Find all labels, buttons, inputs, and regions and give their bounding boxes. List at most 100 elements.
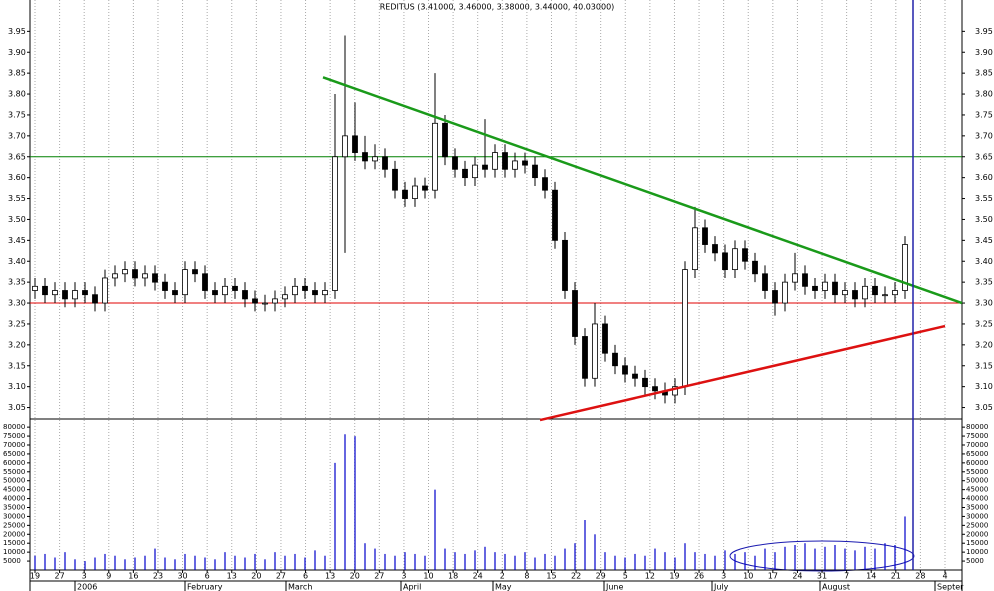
volume-tick-label: 5000 <box>966 557 984 565</box>
y-tick-label: 3.55 <box>975 194 993 203</box>
x-tick-label: 14 <box>866 572 876 581</box>
y-tick-label: 3.90 <box>8 48 26 57</box>
chart-title: REDITUS (3.41000, 3.46000, 3.38000, 3.44… <box>380 3 615 12</box>
volume-tick-label: 75000 <box>966 432 988 440</box>
candle-body <box>452 156 458 170</box>
candle-body <box>472 164 478 179</box>
candle-body <box>552 189 558 241</box>
x-tick-label: 22 <box>571 572 581 581</box>
x-tick-label: 2 <box>500 572 505 581</box>
y-tick-label: 3.65 <box>975 152 993 161</box>
y-tick-label: 3.70 <box>8 131 26 140</box>
y-tick-label: 3.45 <box>8 236 26 245</box>
candle-body <box>362 152 368 162</box>
x-tick-label: 4 <box>942 572 947 581</box>
candle-body <box>142 273 148 279</box>
y-tick-label: 3.90 <box>975 48 993 57</box>
x-tick-label: 27 <box>276 572 286 581</box>
x-tick-label: 6 <box>205 572 210 581</box>
candle-body <box>192 269 198 275</box>
x-tick-label: 16 <box>128 572 138 581</box>
candle-body <box>572 290 578 337</box>
candle-body <box>442 122 448 158</box>
candle-body <box>282 294 288 300</box>
trend-line <box>322 76 963 305</box>
x-tick-label: 3 <box>721 572 726 581</box>
month-label: August <box>822 583 850 591</box>
y-tick-label: 3.50 <box>8 215 26 224</box>
y-tick-label: 3.30 <box>8 299 26 308</box>
y-tick-label: 3.75 <box>8 110 26 119</box>
candle-body <box>372 156 378 162</box>
candle-body <box>802 273 808 287</box>
candle-body <box>32 285 38 291</box>
candle-body <box>402 189 408 199</box>
candle-body <box>842 290 848 296</box>
candle-body <box>242 290 248 300</box>
y-tick-label: 3.20 <box>975 340 993 349</box>
volume-tick-label: 70000 <box>3 441 25 449</box>
x-tick-label: 12 <box>645 572 655 581</box>
candle-body <box>832 281 838 296</box>
candle-body <box>462 168 468 179</box>
x-tick-label: 24 <box>792 572 802 581</box>
month-label: June <box>605 583 624 591</box>
candle-body <box>212 290 218 296</box>
candle-body <box>682 269 688 388</box>
month-label: May <box>495 583 512 591</box>
x-tick-label: 20 <box>350 572 360 581</box>
x-tick-label: 30 <box>177 572 187 581</box>
volume-tick-label: 45000 <box>3 486 25 494</box>
candle-body <box>292 285 298 296</box>
y-tick-label: 3.70 <box>975 131 993 140</box>
candle-body <box>582 336 588 379</box>
y-tick-label: 3.20 <box>8 340 26 349</box>
candle-body <box>112 273 118 279</box>
x-tick-label: 21 <box>891 572 901 581</box>
volume-tick-label: 15000 <box>966 539 988 547</box>
candle-body <box>392 168 398 191</box>
x-tick-label: 19 <box>30 572 40 581</box>
volume-tick-label: 30000 <box>3 512 25 520</box>
candle-body <box>492 152 498 170</box>
x-tick-label: 15 <box>546 572 556 581</box>
candle-body <box>712 244 718 254</box>
x-tick-label: 29 <box>596 572 606 581</box>
volume-tick-label: 35000 <box>966 504 988 512</box>
y-tick-label: 3.05 <box>975 403 993 412</box>
volume-tick-label: 20000 <box>3 530 25 538</box>
x-tick-label: 5 <box>623 572 628 581</box>
volume-tick-label: 65000 <box>3 450 25 458</box>
y-tick-label: 3.60 <box>8 173 26 182</box>
volume-tick-label: 15000 <box>3 539 25 547</box>
candle-body <box>562 239 568 291</box>
candle-body <box>822 281 828 291</box>
y-tick-label: 3.95 <box>8 27 26 36</box>
y-tick-label: 3.35 <box>8 278 26 287</box>
candle-body <box>182 269 188 296</box>
candle-body <box>852 290 858 300</box>
candle-body <box>622 365 628 375</box>
x-tick-label: 19 <box>669 572 679 581</box>
volume-tick-label: 40000 <box>966 495 988 503</box>
x-tick-label: 13 <box>227 572 237 581</box>
y-tick-label: 3.80 <box>975 90 993 99</box>
candle-body <box>272 298 278 304</box>
trend-line <box>539 324 946 422</box>
x-tick-label: 24 <box>473 572 483 581</box>
volume-tick-label: 50000 <box>966 477 988 485</box>
candle-body <box>632 373 638 379</box>
x-tick-label: 26 <box>694 572 704 581</box>
candle-body <box>612 352 618 367</box>
candle-body <box>862 285 868 300</box>
candle-body <box>302 285 308 291</box>
month-label: Septer <box>937 583 964 591</box>
y-tick-label: 3.85 <box>975 69 993 78</box>
candle-body <box>502 152 508 170</box>
month-label: 2006 <box>77 583 97 591</box>
x-tick-label: 28 <box>915 572 925 581</box>
month-label: March <box>288 583 312 591</box>
x-tick-label: 17 <box>768 572 778 581</box>
candle-body <box>152 273 158 283</box>
